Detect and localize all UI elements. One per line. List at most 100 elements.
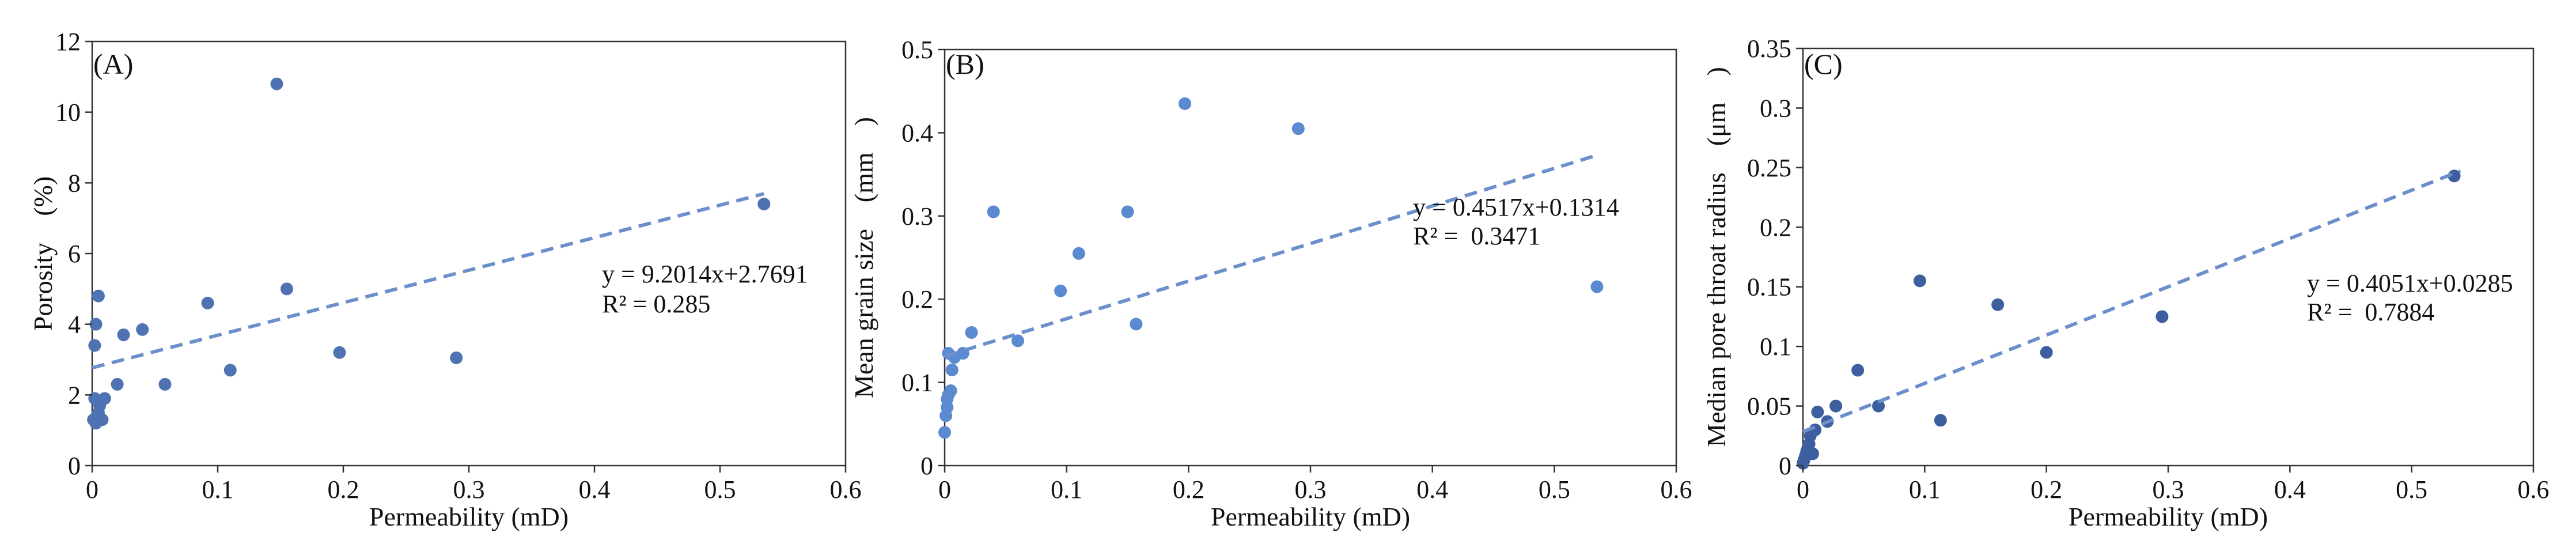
x-tick-label: 0: [938, 475, 951, 504]
x-tick-label: 0.6: [1661, 475, 1692, 504]
x-tick-label: 0.5: [2396, 475, 2427, 504]
x-tick-label: 0.1: [1051, 475, 1082, 504]
panel-c-r-squared: R² = 0.7884: [2307, 298, 2434, 326]
x-tick-label: 0.3: [2153, 475, 2184, 504]
panel-c-ticks: 0 0.1 0.2 0.3 0.4 0.5 0.6 0 0.05 0.1 0.15 0.2 0.25 0.…: [1747, 35, 2550, 504]
x-tick-label: 0: [1797, 475, 1809, 504]
y-tick-label: 0.3: [901, 202, 933, 231]
y-tick-label: 0: [1779, 452, 1791, 480]
data-point: [757, 198, 771, 211]
data-point: [96, 413, 109, 426]
y-tick-label: 0.1: [1760, 333, 1791, 361]
x-tick-label: 0.3: [453, 475, 485, 504]
panel-c: 0 0.1 0.2 0.3 0.4 0.5 0.6 0 0.05 0.1 0.15 0.2 0.25 0.…: [1702, 35, 2550, 531]
y-tick-label: 0.2: [1760, 213, 1791, 241]
y-tick-label: 0.1: [901, 369, 933, 397]
y-tick-label: 8: [68, 169, 81, 197]
panel-a-equation: y = 9.2014x+2.7691: [602, 260, 808, 288]
panel-a-label: (A): [93, 48, 133, 80]
data-point: [1913, 274, 1926, 288]
data-point: [1806, 447, 1819, 460]
data-point: [965, 326, 978, 339]
y-tick-label: 0: [920, 452, 933, 480]
panel-b-ticks: 0 0.1 0.2 0.3 0.4 0.5 0.6 0 0.1 0.2 0.3 0.4 0.5: [901, 36, 1692, 504]
panel-b-trendline: [944, 153, 1598, 358]
data-point: [136, 323, 149, 336]
y-tick-label: 0.05: [1747, 392, 1791, 421]
data-point: [450, 351, 463, 364]
panel-c-x-axis-label: Permeability (mD): [2069, 502, 2268, 531]
data-point: [2040, 346, 2053, 359]
data-point: [1590, 280, 1604, 293]
x-tick-label: 0.2: [1173, 475, 1204, 504]
x-tick-label: 0.1: [1909, 475, 1941, 504]
data-point: [1991, 298, 2005, 311]
data-point: [1291, 122, 1305, 135]
data-point: [1829, 399, 1843, 413]
data-point: [117, 328, 130, 342]
y-tick-label: 0.15: [1747, 273, 1791, 301]
data-point: [1121, 205, 1134, 218]
panel-c-y-axis-label: Median pore throat radius (μm ): [1702, 67, 1731, 447]
x-tick-label: 0.3: [1295, 475, 1327, 504]
x-tick-label: 0.6: [2518, 475, 2550, 504]
data-point: [270, 77, 283, 90]
data-point: [201, 296, 214, 309]
panel-a: 0 0.1 0.2 0.3 0.4 0.5 0.6 0 2 4 6 8 10 12 (A) Permeab…: [28, 28, 862, 531]
y-tick-label: 4: [68, 311, 81, 339]
panel-c-label: (C): [1804, 48, 1843, 80]
x-tick-label: 0: [86, 475, 99, 504]
data-point: [1811, 405, 1824, 418]
y-tick-label: 10: [55, 99, 81, 127]
y-tick-label: 0: [68, 452, 81, 480]
panel-b-equation: y = 0.4517x+0.1314: [1413, 193, 1619, 221]
data-point: [1934, 414, 1947, 427]
panel-a-trendline: [92, 192, 765, 370]
x-tick-label: 0.5: [1539, 475, 1570, 504]
y-tick-label: 0.5: [901, 36, 933, 64]
panel-b-points: [938, 97, 1604, 439]
panel-c-equation: y = 0.4051x+0.0285: [2307, 269, 2513, 297]
data-point: [333, 346, 346, 359]
data-point: [98, 392, 111, 405]
y-tick-label: 0.2: [901, 285, 933, 313]
data-point: [89, 318, 103, 331]
panel-b-label: (B): [946, 48, 984, 80]
panel-b-frame: [944, 48, 1677, 467]
panel-c-trendline: [1802, 169, 2461, 433]
data-point: [1072, 247, 1085, 260]
data-point: [944, 384, 957, 398]
x-tick-label: 0.4: [579, 475, 611, 504]
panel-b: 0 0.1 0.2 0.3 0.4 0.5 0.600.10.20.30.40.5 (B) …: [849, 36, 1692, 531]
panel-b-x-axis-label: Permeability (mD): [1211, 502, 1410, 531]
panel-b-y-axis-label: Mean grain size (mm ): [849, 117, 878, 398]
x-tick-label: 0.2: [328, 475, 359, 504]
y-tick-label: 0.4: [901, 119, 933, 147]
data-point: [92, 289, 105, 303]
x-tick-label: 0.4: [2274, 475, 2306, 504]
x-tick-label: 0.2: [2031, 475, 2062, 504]
y-tick-label: 0.25: [1747, 154, 1791, 182]
data-point: [88, 339, 101, 352]
data-point: [1012, 334, 1024, 347]
data-point: [158, 377, 172, 391]
panel-a-ticks: 0 0.1 0.2 0.3 0.4 0.5 0.6 0 2 4 6 8 10 12: [55, 28, 862, 504]
y-tick-label: 6: [68, 240, 81, 268]
data-point: [1851, 364, 1865, 377]
panel-b-r-squared: R² = 0.3471: [1413, 222, 1540, 250]
data-point: [223, 364, 237, 377]
panel-a-frame: [91, 40, 847, 467]
x-tick-label: 0.1: [202, 475, 234, 504]
data-point: [938, 426, 951, 439]
y-tick-label: 12: [55, 28, 81, 56]
data-point: [1178, 97, 1191, 110]
data-point: [280, 282, 293, 296]
data-point: [111, 377, 124, 391]
data-point: [1054, 284, 1067, 297]
data-point: [1872, 399, 1885, 413]
panel-a-r-squared: R² = 0.285: [602, 290, 710, 318]
y-tick-label: 0.35: [1747, 35, 1791, 63]
panel-c-frame: [1802, 47, 2535, 467]
data-point: [987, 205, 1000, 218]
